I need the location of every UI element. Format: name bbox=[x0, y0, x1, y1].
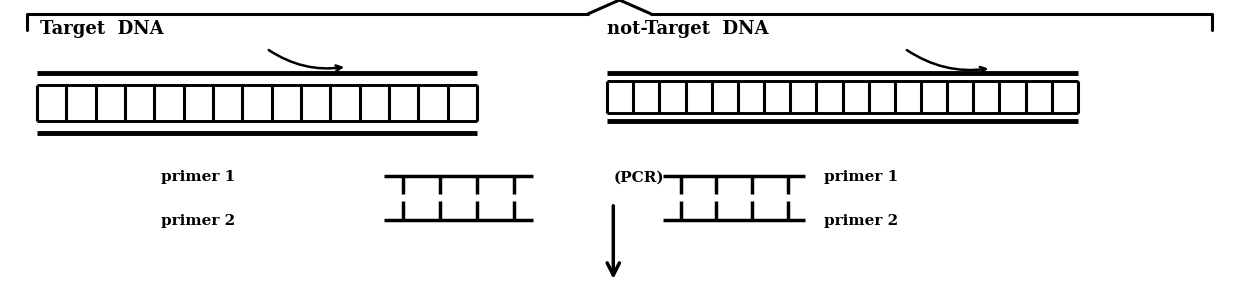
Text: primer 2: primer 2 bbox=[161, 214, 235, 228]
Text: not-Target  DNA: not-Target DNA bbox=[607, 20, 768, 38]
Text: Target  DNA: Target DNA bbox=[40, 20, 164, 38]
Text: (PCR): (PCR) bbox=[613, 170, 664, 184]
Text: primer 1: primer 1 bbox=[161, 170, 235, 184]
Text: primer 1: primer 1 bbox=[824, 170, 898, 184]
Text: primer 2: primer 2 bbox=[824, 214, 898, 228]
